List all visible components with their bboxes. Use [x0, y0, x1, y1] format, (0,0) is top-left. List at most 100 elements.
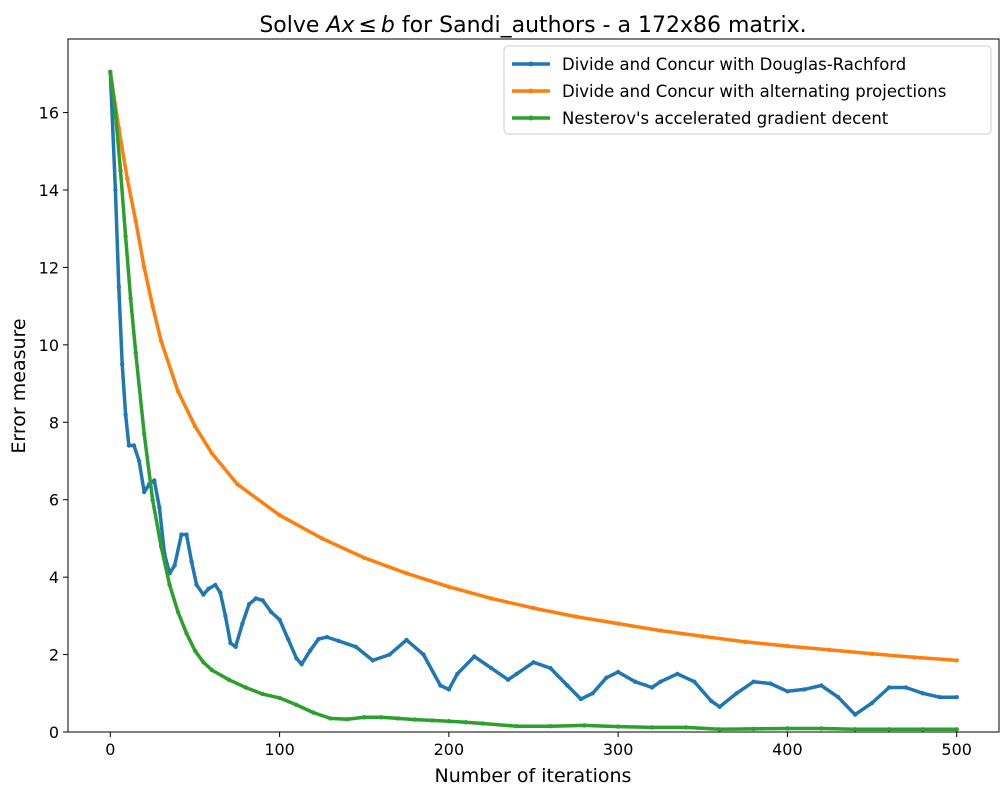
data-point	[768, 681, 773, 686]
y-tick-label: 6	[49, 491, 59, 510]
data-point	[573, 614, 578, 619]
data-point	[802, 687, 807, 692]
data-point	[131, 443, 137, 448]
data-point	[158, 338, 164, 344]
x-axis-label: Number of iterations	[435, 765, 632, 787]
data-point	[565, 683, 570, 688]
data-point	[206, 586, 211, 591]
data-point	[240, 621, 245, 626]
y-tick-label: 0	[49, 723, 59, 742]
data-point	[189, 559, 194, 564]
data-point	[438, 683, 443, 688]
legend-marker	[528, 61, 534, 67]
data-point	[362, 715, 367, 720]
data-point	[157, 505, 162, 510]
data-point	[751, 726, 756, 732]
data-point	[226, 677, 231, 682]
data-point	[316, 636, 321, 642]
y-tick-label: 12	[39, 258, 59, 277]
data-point	[675, 671, 680, 677]
data-point	[548, 724, 553, 729]
data-point	[903, 685, 909, 690]
data-point	[260, 598, 265, 603]
legend-box	[503, 45, 992, 135]
data-point	[489, 665, 494, 671]
data-point	[307, 648, 313, 653]
legend: Divide and Concur with Douglas-Rachford D…	[503, 45, 992, 135]
data-point	[604, 675, 609, 680]
data-point	[632, 679, 638, 684]
data-point	[179, 532, 184, 537]
chart-title: Solve Ax ≤ b for Sandi_authors - a 172x86 …	[259, 13, 806, 38]
data-point	[324, 634, 330, 640]
data-point	[514, 724, 519, 729]
x-axis: 0 100 200 300 400 500	[105, 732, 972, 759]
y-tick-label: 14	[39, 181, 59, 200]
data-point	[133, 350, 138, 355]
data-point	[345, 717, 350, 722]
data-point	[285, 636, 291, 642]
series-line	[108, 70, 959, 717]
data-point	[311, 710, 316, 715]
data-point	[717, 704, 722, 709]
series-1	[108, 69, 959, 717]
series-layer	[108, 69, 959, 732]
data-point	[209, 451, 215, 456]
data-point	[785, 726, 790, 731]
y-tick-label: 4	[49, 568, 59, 587]
data-point	[336, 638, 341, 644]
y-axis: 0 2 4 6 8 10 12 14 16	[39, 104, 68, 742]
data-point	[852, 727, 858, 732]
data-point	[412, 717, 418, 722]
legend-marker	[528, 88, 534, 94]
data-point	[700, 634, 705, 639]
data-point	[299, 662, 304, 667]
data-point	[175, 609, 181, 615]
data-point	[514, 671, 519, 677]
data-point	[184, 631, 189, 636]
x-tick-label: 0	[105, 740, 115, 759]
data-point	[912, 655, 917, 660]
data-point	[785, 689, 790, 694]
data-point	[785, 643, 790, 649]
series-line	[108, 70, 959, 732]
y-tick-label: 8	[49, 413, 59, 432]
data-point	[480, 721, 485, 726]
data-point	[184, 532, 189, 537]
data-point	[113, 110, 118, 115]
data-point	[683, 725, 688, 730]
data-point	[233, 644, 238, 649]
x-tick-label: 400	[772, 740, 803, 759]
data-point	[692, 679, 697, 684]
data-point	[615, 724, 621, 729]
data-point	[472, 654, 477, 659]
data-point	[819, 683, 824, 688]
y-tick-label: 10	[39, 336, 59, 355]
data-point	[954, 695, 959, 700]
x-tick-label: 300	[603, 740, 634, 759]
data-point	[505, 677, 511, 682]
series-line	[108, 70, 959, 663]
data-point	[531, 660, 536, 665]
legend-label: Divide and Concur with alternating proje…	[562, 82, 946, 101]
data-point	[463, 720, 468, 725]
data-point	[235, 482, 240, 487]
data-point	[836, 695, 841, 700]
data-point	[268, 609, 274, 615]
data-point	[954, 727, 959, 732]
data-point	[353, 644, 358, 649]
data-point	[126, 443, 132, 448]
legend-label: Divide and Concur with Douglas-Rachford	[562, 55, 906, 74]
data-point	[123, 412, 128, 417]
data-point	[118, 168, 123, 173]
data-point	[404, 571, 409, 576]
data-point	[920, 727, 925, 732]
data-point	[446, 584, 452, 589]
data-point	[751, 679, 756, 684]
data-point	[578, 696, 584, 702]
x-tick-label: 200	[434, 740, 465, 759]
data-point	[128, 296, 133, 301]
data-point	[954, 658, 959, 663]
series-2	[108, 69, 959, 663]
data-point	[658, 679, 663, 684]
